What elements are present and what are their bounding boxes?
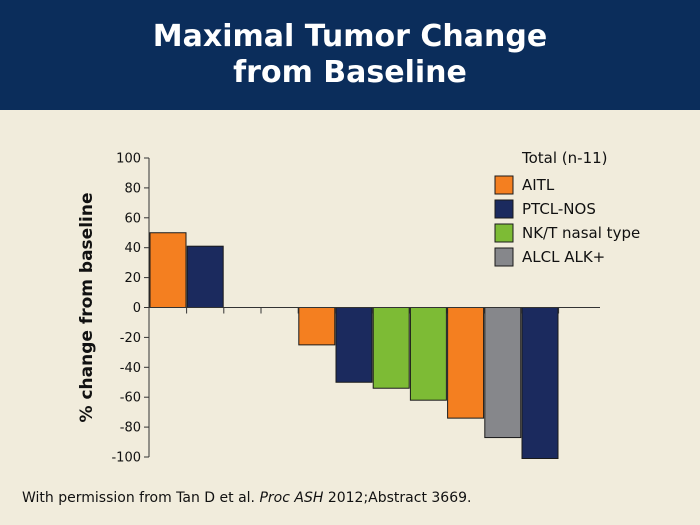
legend-label: NK/T nasal type (522, 224, 640, 242)
bar-9 (447, 307, 485, 419)
bar-10 (484, 307, 522, 439)
bar-7 (372, 307, 410, 389)
y-tick-label: 80 (124, 181, 141, 196)
y-tick-label: -20 (120, 331, 141, 346)
bars-layer (149, 232, 559, 459)
bar-2 (186, 245, 224, 308)
bar-8 (409, 307, 447, 401)
y-axis-label: % change from baseline (77, 193, 97, 423)
y-tick-label: -60 (120, 391, 141, 406)
legend-title: Total (n-11) (521, 149, 608, 167)
y-tick-label: 100 (116, 152, 141, 167)
legend-label: AITL (522, 176, 555, 194)
citation-text-after: 2012;Abstract 3669. (323, 490, 472, 506)
y-tick-label: -40 (120, 361, 141, 376)
citation-text-before: With permission from Tan D et al. (22, 490, 260, 506)
y-tick-label: -100 (111, 451, 141, 466)
legend-swatch (494, 223, 514, 243)
legend-swatch (494, 199, 514, 219)
citation-journal: Proc ASH (259, 490, 324, 506)
legend-label: ALCL ALK+ (522, 248, 605, 266)
y-tick-label: 0 (133, 301, 141, 316)
legend-label: PTCL-NOS (522, 200, 596, 218)
legend: Total (n-11) AITL PTCL-NOS NK/T nasal type A… (494, 149, 640, 267)
y-tick-label: 60 (124, 211, 141, 226)
y-tick-label: -80 (120, 421, 141, 436)
slide-title-line-1: Maximal Tumor Change (152, 19, 548, 54)
bar-1 (149, 232, 187, 308)
y-tick-label: 40 (124, 241, 141, 256)
citation-caption: With permission from Tan D et al. Proc A… (22, 490, 471, 506)
bar-chart: 100 80 60 40 20 0 -20 -40 -60 -80 -100 Total (n-11… (77, 149, 640, 466)
axis-layer: 100 80 60 40 20 0 -20 -40 -60 -80 -100 (111, 152, 600, 466)
y-tick-label: 20 (124, 271, 141, 286)
bar-6 (335, 307, 373, 383)
slide-title: Maximal Tumor Change from Baseline (0, 0, 700, 110)
legend-swatch (494, 175, 514, 195)
bar-5 (298, 307, 336, 346)
slide-title-line-2: from Baseline (233, 55, 467, 90)
legend-swatch (494, 247, 514, 267)
bar-11 (521, 307, 559, 459)
